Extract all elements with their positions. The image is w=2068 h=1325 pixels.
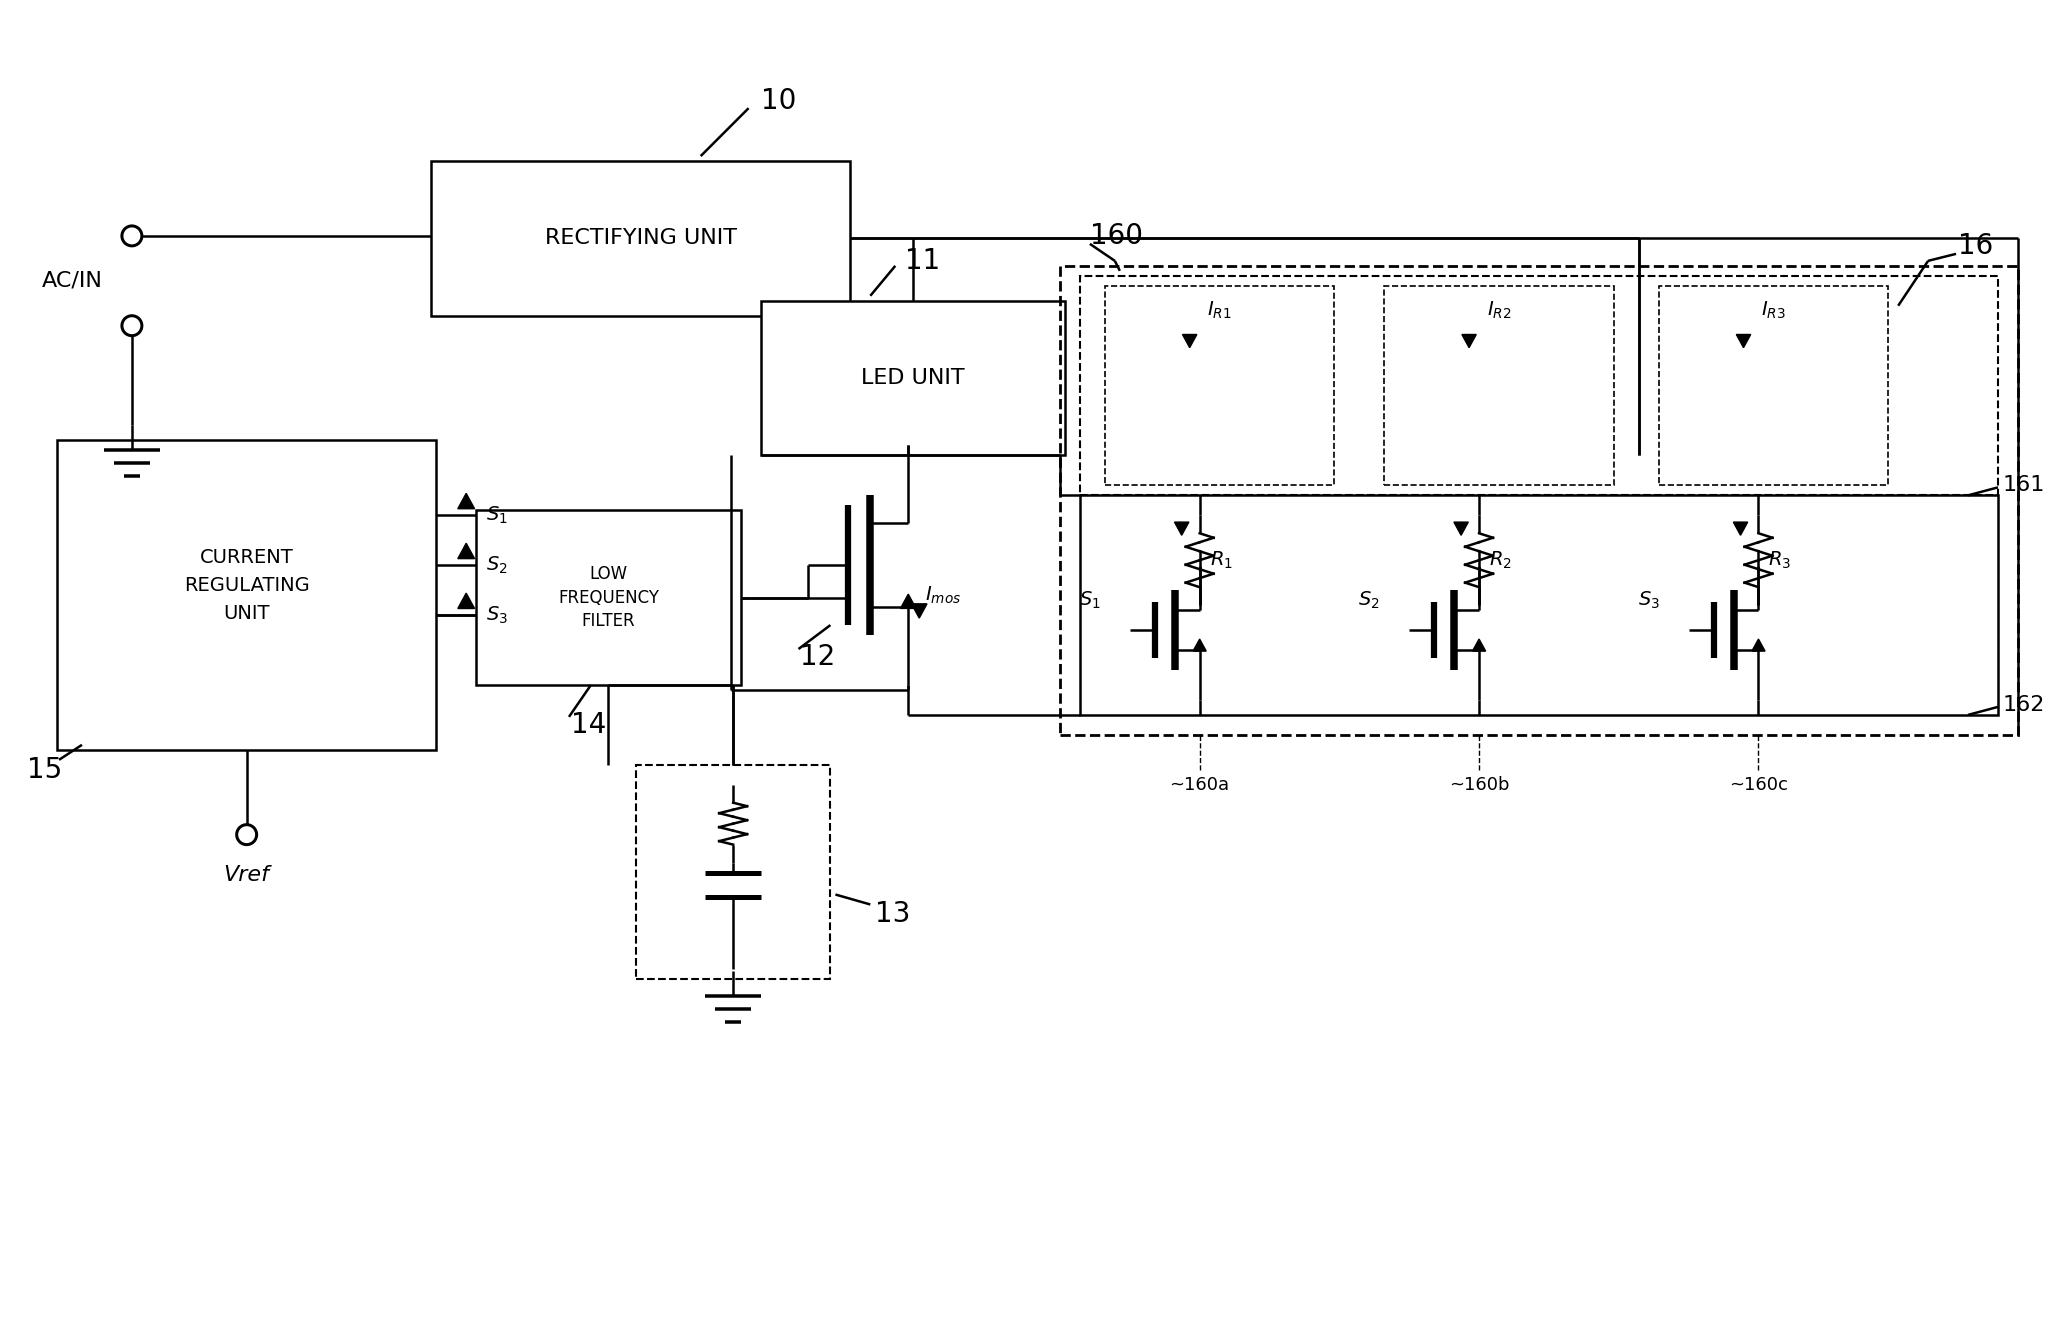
Text: 11: 11 bbox=[906, 246, 941, 274]
Text: $R_3$: $R_3$ bbox=[1768, 550, 1791, 571]
Text: LED UNIT: LED UNIT bbox=[860, 368, 964, 388]
Text: ~160b: ~160b bbox=[1450, 775, 1510, 794]
Bar bbox=[1061, 266, 2018, 735]
Polygon shape bbox=[900, 594, 916, 608]
Text: Vref: Vref bbox=[223, 864, 269, 885]
Bar bbox=[1079, 496, 1998, 716]
Bar bbox=[432, 162, 850, 315]
Text: 12: 12 bbox=[800, 643, 835, 670]
Text: $S_1$: $S_1$ bbox=[1079, 590, 1100, 611]
Text: $S_3$: $S_3$ bbox=[486, 604, 509, 625]
Text: $S_2$: $S_2$ bbox=[486, 555, 509, 576]
Text: $I_{R2}$: $I_{R2}$ bbox=[1487, 299, 1512, 322]
Text: 161: 161 bbox=[2004, 476, 2045, 496]
Text: RECTIFYING UNIT: RECTIFYING UNIT bbox=[544, 228, 736, 248]
Polygon shape bbox=[1752, 639, 1766, 651]
Text: $S_1$: $S_1$ bbox=[486, 505, 509, 526]
Bar bbox=[1079, 276, 1998, 496]
Text: $R_2$: $R_2$ bbox=[1489, 550, 1512, 571]
Text: $I_{R3}$: $I_{R3}$ bbox=[1762, 299, 1787, 322]
Polygon shape bbox=[457, 493, 474, 509]
Text: LOW
FREQUENCY
FILTER: LOW FREQUENCY FILTER bbox=[558, 564, 660, 631]
Text: $I_{mos}$: $I_{mos}$ bbox=[924, 584, 962, 606]
Bar bbox=[1383, 286, 1613, 485]
Text: 162: 162 bbox=[2004, 694, 2045, 716]
Text: 160: 160 bbox=[1090, 221, 1144, 250]
Text: $R_1$: $R_1$ bbox=[1210, 550, 1233, 571]
Polygon shape bbox=[457, 543, 474, 559]
Bar bbox=[476, 510, 740, 685]
Bar bbox=[58, 440, 436, 750]
Bar bbox=[1659, 286, 1888, 485]
Polygon shape bbox=[1454, 522, 1468, 535]
Polygon shape bbox=[1183, 334, 1197, 347]
Text: $S_2$: $S_2$ bbox=[1359, 590, 1379, 611]
Text: $S_3$: $S_3$ bbox=[1638, 590, 1661, 611]
Text: 15: 15 bbox=[27, 755, 62, 784]
Polygon shape bbox=[1472, 639, 1485, 651]
Polygon shape bbox=[1175, 522, 1189, 535]
Bar bbox=[1104, 286, 1334, 485]
Text: 13: 13 bbox=[875, 901, 910, 929]
Text: 16: 16 bbox=[1958, 232, 1994, 260]
Polygon shape bbox=[1462, 334, 1477, 347]
Polygon shape bbox=[1737, 334, 1752, 347]
Text: 10: 10 bbox=[761, 87, 796, 115]
Polygon shape bbox=[1193, 639, 1206, 651]
Text: ~160a: ~160a bbox=[1170, 775, 1230, 794]
Bar bbox=[635, 765, 831, 979]
Polygon shape bbox=[912, 604, 926, 617]
Polygon shape bbox=[1733, 522, 1747, 535]
Text: ~160c: ~160c bbox=[1729, 775, 1789, 794]
Text: CURRENT
REGULATING
UNIT: CURRENT REGULATING UNIT bbox=[184, 547, 310, 623]
Text: $I_{R1}$: $I_{R1}$ bbox=[1208, 299, 1233, 322]
Text: 14: 14 bbox=[571, 712, 606, 739]
Bar bbox=[761, 301, 1065, 456]
Text: AC/IN: AC/IN bbox=[41, 270, 103, 290]
Polygon shape bbox=[457, 594, 474, 608]
